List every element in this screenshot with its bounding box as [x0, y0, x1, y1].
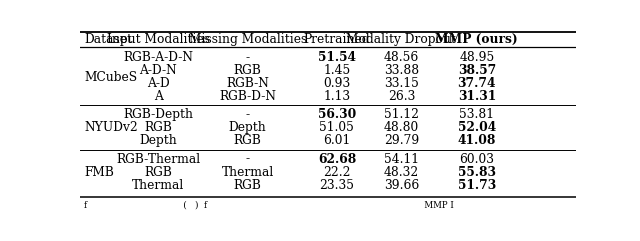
Text: NYUDv2: NYUDv2 — [84, 121, 138, 134]
Text: 1.45: 1.45 — [323, 64, 351, 77]
Text: 54.11: 54.11 — [384, 153, 419, 166]
Text: 56.30: 56.30 — [318, 108, 356, 121]
Text: RGB: RGB — [234, 179, 262, 192]
Text: 48.32: 48.32 — [384, 166, 419, 179]
Text: FMB: FMB — [84, 166, 114, 179]
Text: Dataset: Dataset — [84, 33, 132, 46]
Text: 62.68: 62.68 — [318, 153, 356, 166]
Text: -: - — [246, 108, 250, 121]
Text: Depth: Depth — [140, 134, 177, 147]
Text: 38.57: 38.57 — [458, 64, 496, 77]
Text: A-D-N: A-D-N — [140, 64, 177, 77]
Text: 23.35: 23.35 — [319, 179, 355, 192]
Text: Thermal: Thermal — [132, 179, 184, 192]
Text: 29.79: 29.79 — [384, 134, 419, 147]
Text: RGB-A-D-N: RGB-A-D-N — [124, 51, 193, 64]
Text: MCubeS: MCubeS — [84, 71, 137, 84]
Text: Thermal: Thermal — [221, 166, 274, 179]
Text: 31.31: 31.31 — [458, 90, 496, 103]
Text: Input Modalities: Input Modalities — [107, 33, 210, 46]
Text: 41.08: 41.08 — [458, 134, 496, 147]
Text: 51.73: 51.73 — [458, 179, 496, 192]
Text: 48.95: 48.95 — [459, 51, 495, 64]
Text: RGB: RGB — [145, 121, 172, 134]
Text: RGB-D-N: RGB-D-N — [219, 90, 276, 103]
Text: RGB: RGB — [145, 166, 172, 179]
Text: f                                   (   )  f                                    : f ( ) f — [84, 201, 454, 210]
Text: RGB: RGB — [234, 134, 262, 147]
Text: -: - — [246, 153, 250, 166]
Text: 48.80: 48.80 — [384, 121, 419, 134]
Text: 55.83: 55.83 — [458, 166, 496, 179]
Text: 51.05: 51.05 — [319, 121, 355, 134]
Text: Pretrained: Pretrained — [303, 33, 371, 46]
Text: 33.88: 33.88 — [384, 64, 419, 77]
Text: -: - — [246, 51, 250, 64]
Text: Missing Modalities: Missing Modalities — [189, 33, 307, 46]
Text: Depth: Depth — [228, 121, 266, 134]
Text: 26.3: 26.3 — [388, 90, 415, 103]
Text: A-D: A-D — [147, 77, 170, 90]
Text: 1.13: 1.13 — [323, 90, 351, 103]
Text: RGB: RGB — [234, 64, 262, 77]
Text: 52.04: 52.04 — [458, 121, 496, 134]
Text: RGB-N: RGB-N — [226, 77, 269, 90]
Text: 6.01: 6.01 — [323, 134, 351, 147]
Text: 51.12: 51.12 — [384, 108, 419, 121]
Text: A: A — [154, 90, 163, 103]
Text: 60.03: 60.03 — [460, 153, 494, 166]
Text: 48.56: 48.56 — [384, 51, 419, 64]
Text: RGB-Depth: RGB-Depth — [124, 108, 193, 121]
Text: 33.15: 33.15 — [384, 77, 419, 90]
Text: 22.2: 22.2 — [323, 166, 351, 179]
Text: RGB-Thermal: RGB-Thermal — [116, 153, 200, 166]
Text: 51.54: 51.54 — [318, 51, 356, 64]
Text: 53.81: 53.81 — [460, 108, 494, 121]
Text: MMP (ours): MMP (ours) — [435, 33, 518, 46]
Text: Modality Dropout: Modality Dropout — [346, 33, 456, 46]
Text: 37.74: 37.74 — [458, 77, 496, 90]
Text: 0.93: 0.93 — [323, 77, 351, 90]
Text: 39.66: 39.66 — [384, 179, 419, 192]
